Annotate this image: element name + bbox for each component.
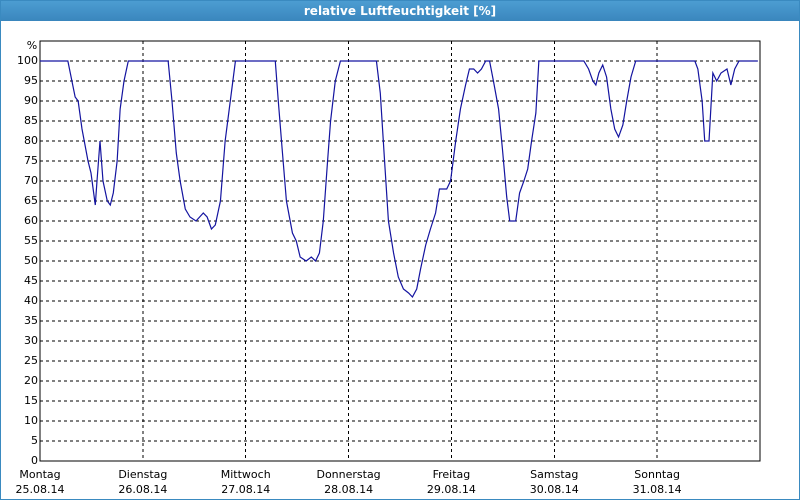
- chart-title: relative Luftfeuchtigkeit [%]: [303, 4, 497, 18]
- x-tick-label: Montag: [19, 468, 60, 481]
- y-tick-label: 0: [31, 454, 38, 467]
- y-tick-label: 60: [24, 214, 38, 227]
- plot-frame: [39, 40, 761, 462]
- y-tick-label: 25: [24, 354, 38, 367]
- x-tick-label: Donnerstag: [316, 468, 380, 481]
- x-tick-label: 30.08.14: [530, 483, 579, 496]
- title-bar: relative Luftfeuchtigkeit [%]: [1, 1, 799, 21]
- x-tick-label: 27.08.14: [221, 483, 270, 496]
- x-tick-label: 26.08.14: [118, 483, 167, 496]
- y-tick-label: 45: [24, 274, 38, 287]
- x-tick-label: Mittwoch: [221, 468, 271, 481]
- y-tick-label: 90: [24, 94, 38, 107]
- x-tick-label: 28.08.14: [324, 483, 373, 496]
- y-tick-label: 20: [24, 374, 38, 387]
- x-tick-label: Freitag: [433, 468, 471, 481]
- y-tick-label: 100: [17, 54, 38, 67]
- y-tick-label: 95: [24, 74, 38, 87]
- y-tick-label: 40: [24, 294, 38, 307]
- y-tick-label: 55: [24, 234, 38, 247]
- y-tick-label: 5: [31, 434, 38, 447]
- x-tick-label: Sonntag: [634, 468, 680, 481]
- line: [40, 60, 758, 299]
- x-tick-label: Dienstag: [118, 468, 167, 481]
- y-tick-label: 65: [24, 194, 38, 207]
- y-tick-label: 75: [24, 154, 38, 167]
- y-tick-label: 35: [24, 314, 38, 327]
- x-tick-label: Samstag: [530, 468, 578, 481]
- y-tick-label: 15: [24, 394, 38, 407]
- y-tick-label: 30: [24, 334, 38, 347]
- y-tick-label: 10: [24, 414, 38, 427]
- x-tick-label: 31.08.14: [633, 483, 682, 496]
- y-tick-label: 70: [24, 174, 38, 187]
- y-tick-label: 85: [24, 114, 38, 127]
- x-tick-label: 29.08.14: [427, 483, 476, 496]
- y-tick-label: 50: [24, 254, 38, 267]
- y-tick-label: 80: [24, 134, 38, 147]
- x-tick-label: 25.08.14: [16, 483, 65, 496]
- y-axis-label: %: [27, 39, 37, 52]
